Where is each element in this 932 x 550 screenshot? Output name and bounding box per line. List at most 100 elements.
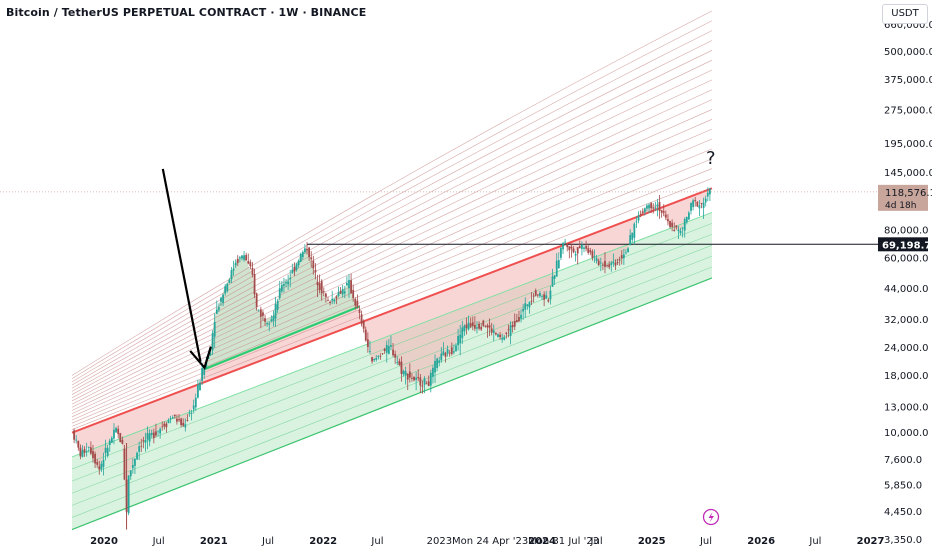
candle-body [706,192,709,197]
candle-body [700,203,703,204]
candle-body [576,247,579,254]
candle-body [215,309,218,314]
candle-body [471,322,474,327]
candle-body [455,345,457,352]
x-tick-label: 2020 [90,536,118,547]
candle-body [578,246,581,249]
candle-body [83,449,86,453]
y-tick-label: 4,450.0 [884,507,922,518]
candle-body [667,219,669,222]
candle-body [612,261,615,264]
candle-body [360,314,363,324]
candle-body [245,255,248,261]
x-tick-label: 2026 [747,536,775,547]
candle-body [639,213,642,215]
candle-body [606,265,608,267]
candle-body [140,445,143,447]
candle-body [127,475,130,514]
x-axis[interactable]: 2020 Jul 2021 Jul 2022 Jul 2023Mon 24 Apr '23M… [90,536,884,547]
support-curve [71,255,713,506]
y-tick-label: 44,000.0 [884,284,929,295]
candle-body [696,201,699,207]
y-tick-label: 660,000.0 [884,20,932,31]
upper-curve [71,89,713,402]
candle-body [274,304,277,319]
candle-body [173,414,176,417]
candle-body [285,282,287,284]
candle-body [568,246,571,251]
candle-body [155,431,157,436]
candle-body [188,412,191,414]
candle-body [249,262,252,266]
current-price-label: 118,576.1 [885,188,932,199]
candle-body [394,354,397,358]
candle-body [115,427,117,433]
candle-body [375,358,378,360]
candle-body [620,255,623,259]
support-curve [71,266,713,518]
upper-curve [71,158,713,424]
candle-body [169,418,172,420]
candle-body [392,349,394,356]
candle-body [637,215,640,221]
candle-body [203,366,206,375]
candle-body [192,405,195,410]
candle-body [629,235,632,246]
upper-curve [71,168,713,427]
candle-body [280,285,283,292]
x-tick-label: 2023Mon 24 Apr '23Mon 31 Jul '23 [427,536,599,547]
candle-body [92,451,94,459]
tradingview-logo-icon[interactable] [702,508,720,526]
question-mark: ? [706,148,716,169]
candle-body [581,244,583,249]
upper-curve [71,50,713,389]
candle-body [648,204,650,209]
candle-body [484,325,487,327]
candle-body [440,353,443,361]
currency-button[interactable]: USDT [882,4,928,24]
candle-body [283,284,285,286]
candle-body [81,450,84,457]
upper-curve [71,30,713,383]
candle-body [371,357,373,362]
candle-body [597,260,600,266]
y-tick-label: 10,000.0 [884,428,929,439]
candle-body [264,318,266,322]
candle-body [480,326,483,330]
candle-body [564,241,567,243]
candle-body [73,430,75,440]
x-tick-label: 2025 [638,536,666,547]
support-curve [71,233,713,482]
regression-curves [71,10,713,518]
upper-curve [71,148,713,421]
candle-body [152,432,155,439]
candle-body [373,358,376,361]
candle-body [110,437,113,443]
candle-body [547,299,550,302]
candle-body [534,290,537,296]
candle-body [631,232,634,240]
candle-body [400,361,403,374]
y-tick-label: 24,000.0 [884,343,929,354]
candle-body [220,297,222,302]
candle-body [664,214,667,218]
candle-body [176,418,178,422]
candle-body [583,247,585,249]
candle-body [574,253,577,256]
candle-body [291,269,294,274]
candle-body [100,463,103,470]
candle-body [698,205,701,209]
candle-body [625,252,627,254]
candle-body [442,351,445,355]
candle-body [354,299,357,306]
candle-body [589,250,592,253]
candle-body [142,440,145,442]
candle-body [467,322,470,330]
candle-body [415,377,418,380]
y-axis[interactable]: 660,000.0 500,000.0 375,000.0 275,000.0 195,… [884,20,932,546]
candle-body [79,447,82,457]
candle-body [98,466,101,470]
candle-body [295,264,298,270]
y-tick-label: 375,000.0 [884,75,932,86]
